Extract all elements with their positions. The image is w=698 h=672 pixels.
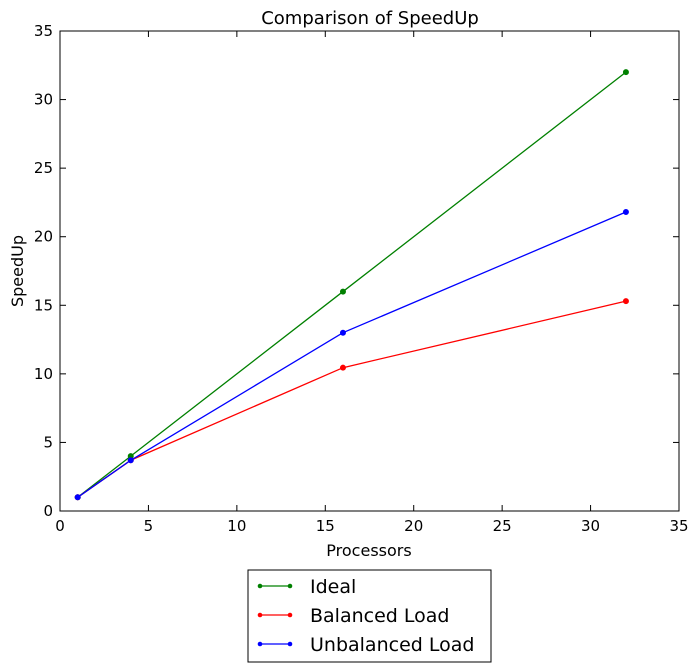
plot-frame [59, 30, 680, 512]
x-tick-label: 10 [227, 517, 246, 535]
y-tick-label: 35 [34, 22, 53, 40]
data-point-unbalanced-load [622, 209, 629, 216]
series-unbalanced-load [74, 209, 629, 501]
y-tick-label: 20 [34, 228, 53, 246]
legend-marker-balanced-load [287, 612, 293, 618]
legend-marker-unbalanced-load [257, 641, 263, 647]
data-point-balanced-load [622, 298, 629, 305]
series-line-ideal [77, 71, 627, 498]
y-tick-label: 5 [43, 433, 53, 451]
legend-label-unbalanced-load: Unbalanced Load [310, 634, 474, 656]
y-tick-label: 25 [34, 159, 53, 177]
x-tick-label: 25 [493, 517, 512, 535]
x-tick-label: 35 [669, 517, 688, 535]
legend-label-balanced-load: Balanced Load [310, 605, 449, 627]
x-tick-label: 5 [144, 517, 154, 535]
series-group [74, 69, 629, 501]
data-point-ideal [622, 69, 629, 76]
x-tick-label: 15 [316, 517, 335, 535]
series-ideal [74, 69, 629, 501]
legend-label-ideal: Ideal [310, 576, 356, 598]
y-tick-label: 10 [34, 365, 53, 383]
plot-area [59, 30, 680, 512]
legend-marker-balanced-load [257, 612, 263, 618]
legend-marker-ideal [257, 583, 263, 589]
series-line-unbalanced-load [77, 211, 627, 498]
legend-marker-ideal [287, 583, 293, 589]
legend-marker-unbalanced-load [287, 641, 293, 647]
x-tick-label: 20 [404, 517, 423, 535]
data-point-ideal [339, 288, 346, 295]
series-line-balanced-load [77, 300, 627, 498]
y-axis-title: SpeedUp [8, 235, 27, 307]
legend: Ideal Balanced Load Unbalanced Load [247, 569, 492, 663]
y-tick-label: 30 [34, 91, 53, 109]
x-tick-label: 0 [55, 517, 65, 535]
y-tick-label: 15 [34, 296, 53, 314]
data-point-unbalanced-load [127, 457, 134, 464]
x-axis-title: Processors [326, 541, 411, 560]
x-tick-label: 30 [581, 517, 600, 535]
data-point-unbalanced-load [74, 494, 81, 501]
axis-ticks: 0 5 10 15 20 25 30 35 0 5 10 15 20 25 30 35 [34, 22, 689, 535]
y-tick-label: 0 [43, 502, 53, 520]
chart-title: Comparison of SpeedUp [261, 8, 479, 29]
data-point-unbalanced-load [339, 329, 346, 336]
data-point-balanced-load [339, 364, 346, 371]
